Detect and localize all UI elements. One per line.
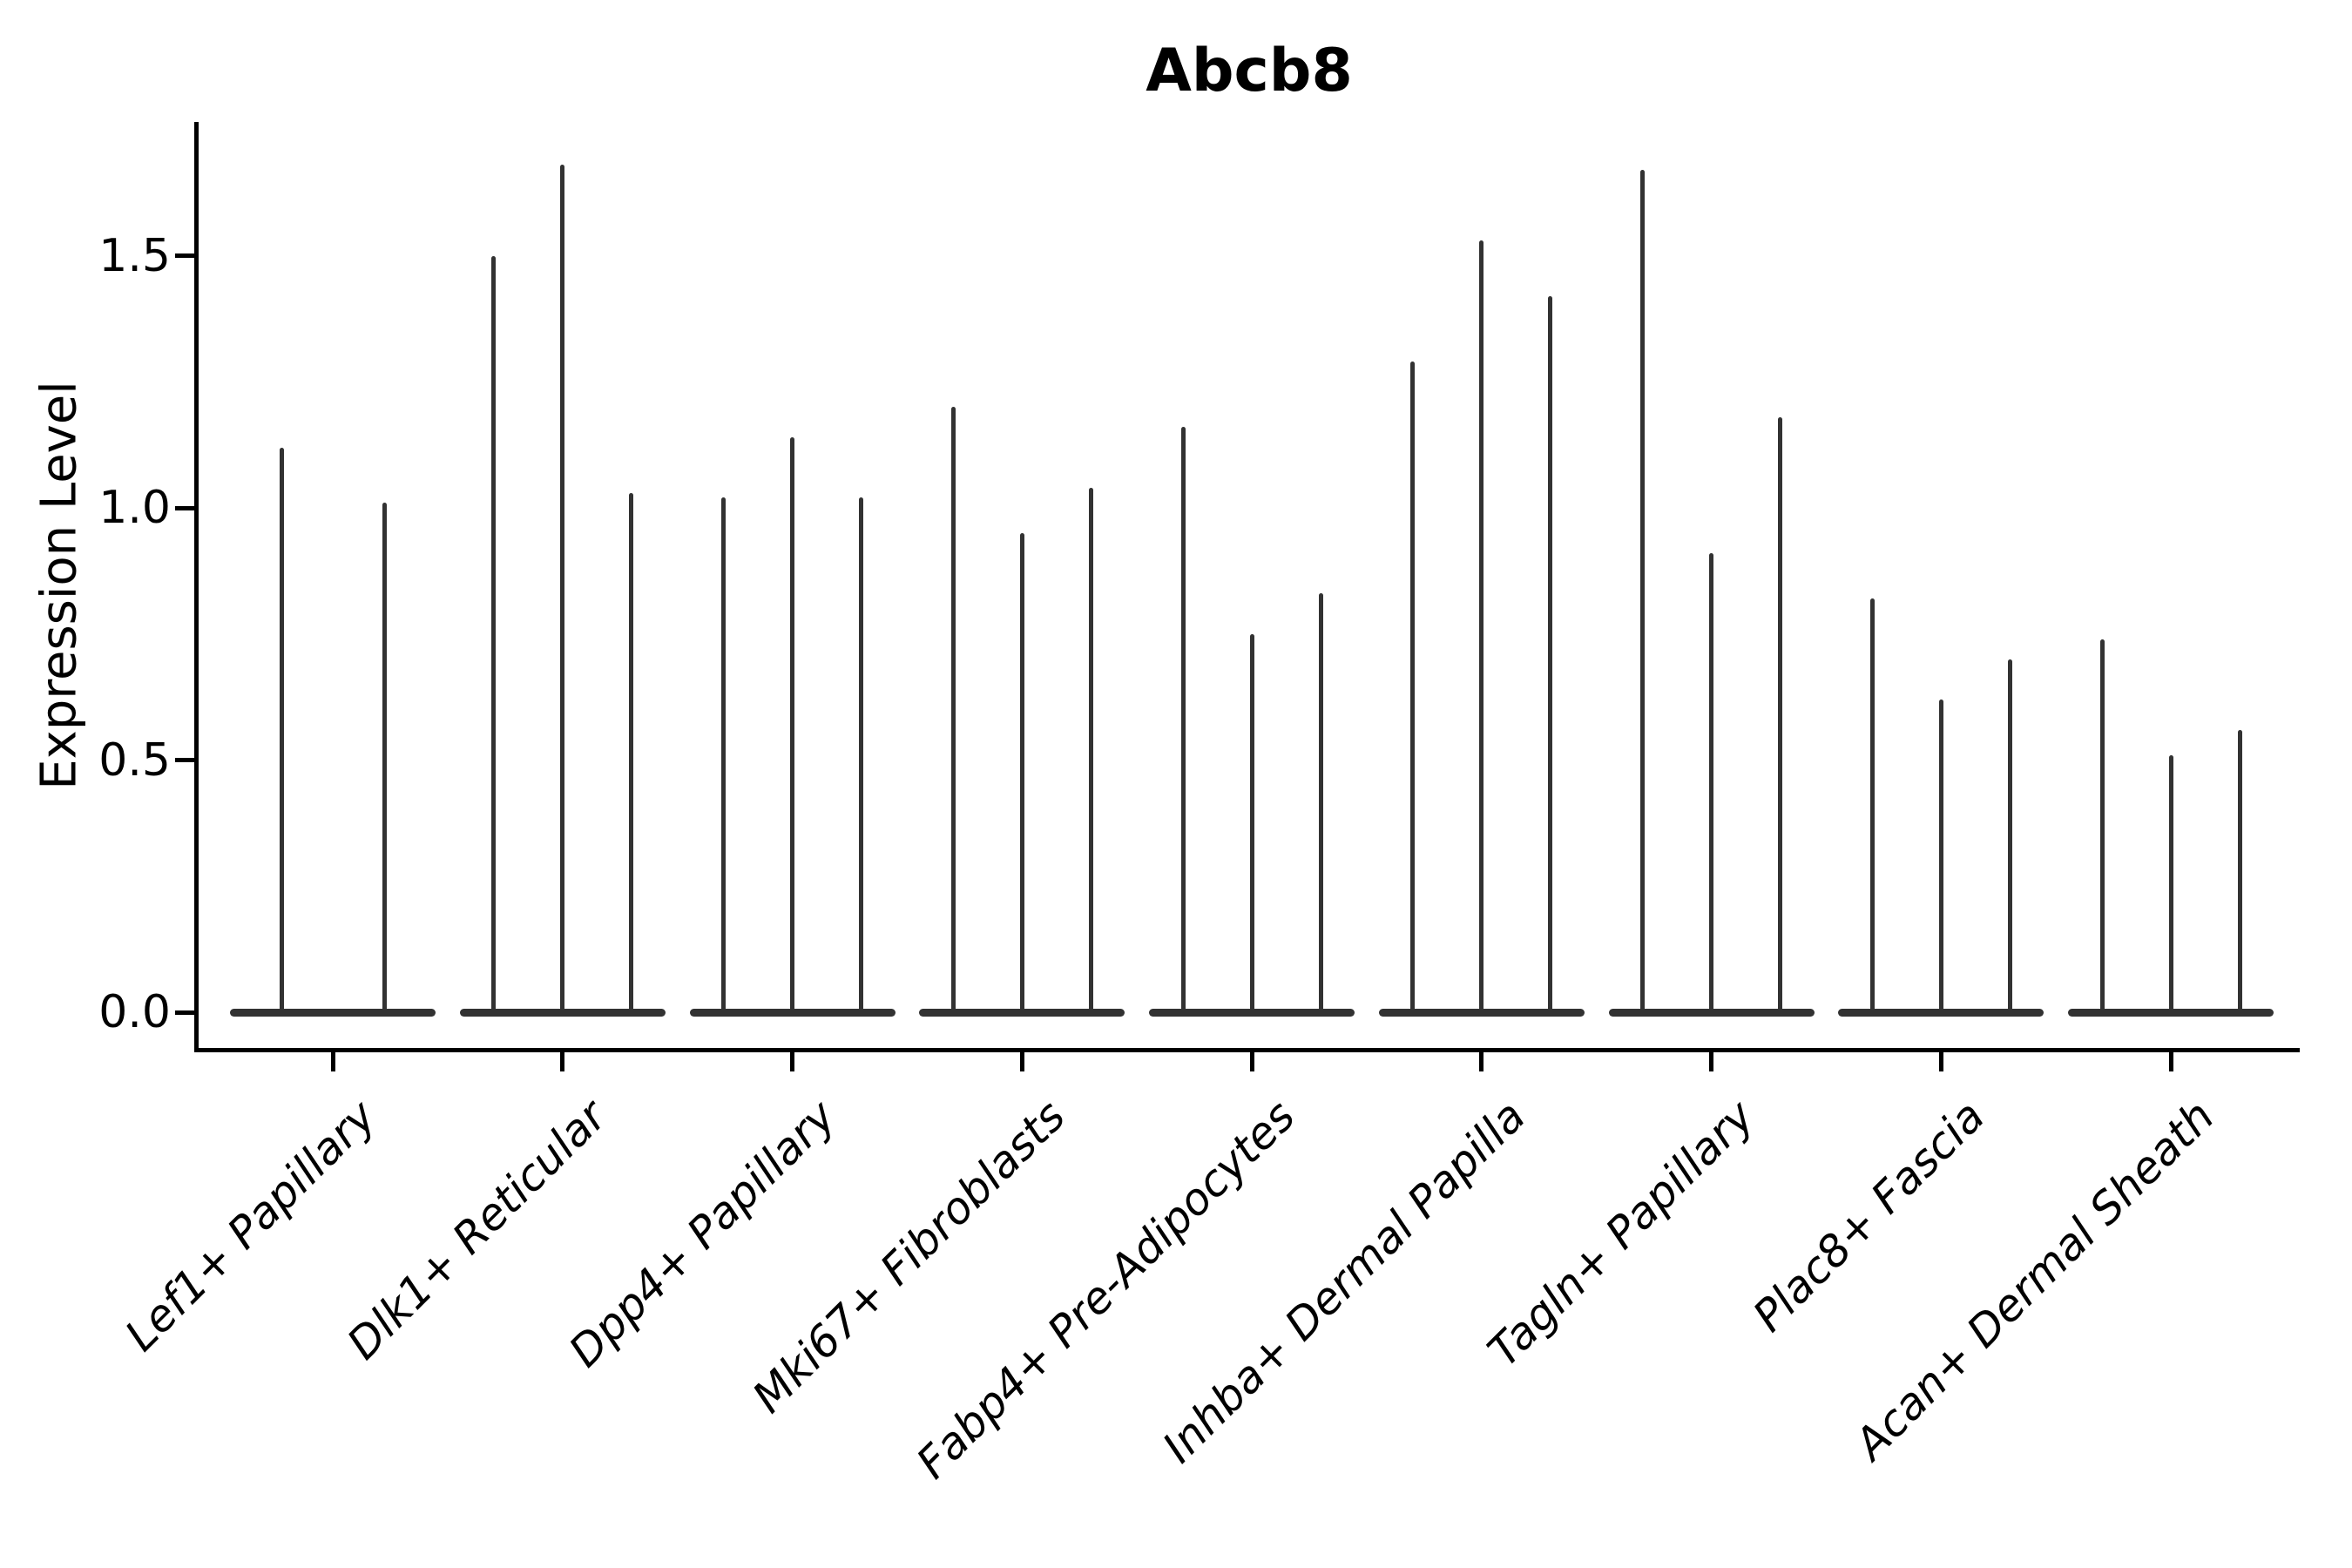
y-axis-spine [194,122,199,1052]
y-tick [175,253,194,258]
violin-baseline [2068,1008,2274,1017]
violin-spike [1180,427,1186,1012]
violin-spike [279,447,284,1012]
violin-baseline [230,1008,436,1017]
x-axis-spine [194,1048,2300,1052]
y-tick-label: 0.5 [98,733,171,787]
violin-spike [2099,639,2105,1012]
x-tick [2168,1052,2173,1071]
y-tick [175,1010,194,1015]
violin-spike [1548,295,1553,1012]
violin-spike [2007,659,2012,1012]
violin-baseline [1608,1008,1815,1017]
violin-spike [1088,487,1093,1012]
violin-baseline [1378,1008,1585,1017]
x-tick [1709,1052,1713,1071]
violin-spike [1479,240,1484,1012]
x-tick [560,1052,565,1071]
violin-spike [1019,532,1024,1012]
violin-spike [1640,170,1645,1012]
violin-spike [790,436,794,1012]
violin-spike [1709,553,1713,1012]
violin-spike [629,492,634,1012]
violin-baseline [919,1008,1125,1017]
violin-spike [1410,362,1416,1012]
x-tick-label: Lef1+ Papillary [115,1091,387,1362]
y-tick [175,758,194,762]
violin-baseline [1149,1008,1355,1017]
x-tick-label: Plac8+ Fascia [1743,1091,1995,1342]
x-tick [1249,1052,1254,1071]
violin-spike [491,255,497,1012]
violin-baseline [689,1008,896,1017]
violin-spike [1778,416,1782,1012]
x-tick-label: Fabp4+ Pre-Adipocytes [907,1091,1306,1489]
violin-spike [1249,633,1254,1012]
violin-spike [2168,754,2173,1012]
violin-spike [950,407,956,1012]
violin-spike [1869,598,1875,1012]
violin-spike [721,497,726,1012]
violin-baseline [1838,1008,2044,1017]
y-tick-label: 0.0 [98,986,171,1038]
x-tick [1019,1052,1024,1071]
violin-spike [2237,729,2242,1012]
x-tick [1479,1052,1484,1071]
y-tick [175,505,194,510]
x-tick [790,1052,794,1071]
chart-title: Abcb8 [1146,37,1353,105]
y-axis-label: Expression Level [30,381,88,790]
y-tick-label: 1.0 [98,482,171,534]
violin-spike [1938,700,1943,1012]
violin-spike [859,497,863,1012]
violin-spike [1318,593,1323,1012]
y-tick-label: 1.5 [98,229,171,282]
violin-spike [382,503,387,1012]
violin-spike [560,165,565,1012]
violin-baseline [459,1008,666,1017]
x-tick [330,1052,335,1071]
x-tick [1938,1052,1943,1071]
